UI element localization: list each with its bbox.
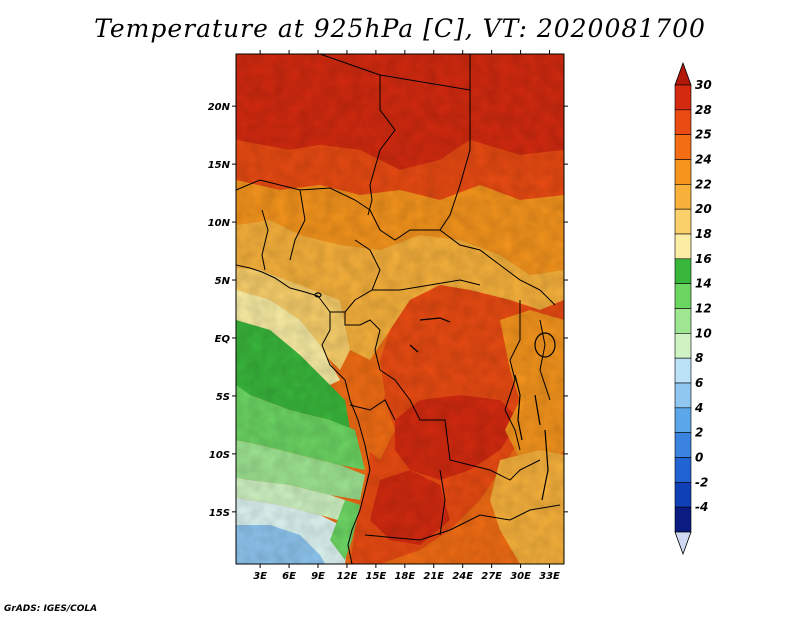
lon-label: 30E	[510, 571, 531, 582]
grads-credit: GrADS: IGES/COLA	[4, 604, 98, 614]
lat-label: 15S	[209, 508, 230, 519]
colorbar-segment	[674, 333, 692, 359]
lon-label: 33E	[539, 571, 560, 582]
colorbar-label: 30	[695, 78, 712, 92]
colorbar-segment	[674, 208, 692, 235]
colorbar-segment	[674, 258, 692, 284]
colorbar-segment	[674, 506, 692, 533]
colorbar-label: 22	[695, 177, 712, 191]
colorbar-segment	[674, 432, 692, 458]
lat-label: 5N	[215, 276, 231, 287]
colorbar-segment	[674, 134, 692, 160]
texture-overlay	[236, 54, 564, 564]
colorbar-label: 0	[695, 451, 703, 465]
lon-label: 24E	[452, 571, 473, 582]
colorbar-label: 8	[695, 351, 703, 365]
lon-label: 21E	[423, 571, 444, 582]
lat-label: 5S	[216, 392, 230, 403]
lat-label: EQ	[215, 334, 231, 345]
colorbar-segment	[674, 382, 692, 409]
colorbar-label: 28	[695, 103, 712, 117]
colorbar-segment	[674, 233, 692, 260]
colorbar-top-arrow	[674, 61, 692, 86]
lakes	[314, 292, 556, 501]
colorbar-segment	[674, 109, 692, 135]
colorbar-segment	[674, 407, 692, 433]
colorbar-label: 12	[695, 302, 712, 316]
latitude-axis: 20N 15N 10N 5N EQ 5S 10S 15S	[208, 102, 568, 519]
colorbar-bottom-arrow	[674, 531, 692, 556]
colorbar-label: 6	[695, 376, 703, 390]
country-borders	[236, 54, 561, 564]
map-plot-area	[236, 54, 564, 564]
map-frame	[235, 53, 565, 565]
lon-label: 9E	[311, 571, 325, 582]
colorbar-segment	[674, 184, 692, 210]
colorbar-label: -4	[695, 500, 708, 514]
lon-label: 27E	[481, 571, 502, 582]
colorbar-label: 10	[695, 326, 712, 340]
colorbar-label: 18	[695, 227, 712, 241]
colorbar-segment	[674, 482, 692, 508]
colorbar-label: 4	[694, 401, 703, 415]
lon-label: 12E	[337, 571, 358, 582]
colorbar-label: 20	[695, 202, 712, 216]
colorbar-segment	[674, 159, 692, 185]
lon-label: 3E	[253, 571, 267, 582]
colorbar-segment	[674, 357, 692, 384]
lat-label: 20N	[208, 102, 231, 113]
lon-label: 18E	[394, 571, 415, 582]
colorbar-label: 2	[695, 426, 703, 440]
colorbar-label: 16	[695, 252, 712, 266]
lon-label: 6E	[282, 571, 296, 582]
lat-label: 10S	[209, 450, 230, 461]
colorbar-segment	[674, 283, 692, 309]
map-title: Temperature at 925hPa [C], VT: 202008170…	[94, 14, 706, 43]
colorbar-label: -2	[695, 475, 708, 489]
lat-label: 10N	[208, 218, 231, 229]
lat-label: 15N	[208, 160, 231, 171]
longitude-axis: 3E 6E 9E 12E 15E 18E 21E 24E 27E 30E 33E	[253, 50, 560, 582]
colorbar-label: 25	[695, 128, 712, 142]
colorbar-label: 24	[695, 153, 712, 167]
colorbar-segment	[674, 457, 692, 483]
lon-label: 15E	[366, 571, 387, 582]
colorbar-label: 14	[695, 277, 712, 291]
colorbar-segment	[674, 84, 692, 111]
colorbar-segment	[674, 308, 692, 334]
